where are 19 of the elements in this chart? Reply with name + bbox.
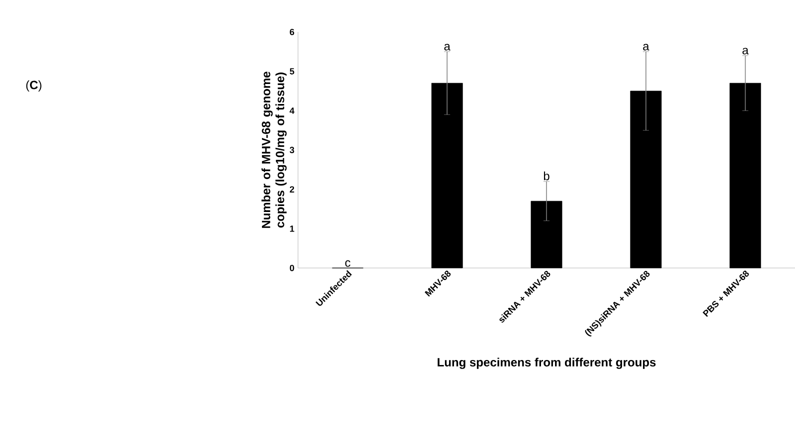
bar [431, 82, 463, 268]
y-tick-label: 2 [290, 186, 294, 192]
bar [730, 82, 762, 268]
y-tick-label: 1 [290, 226, 294, 232]
y-tick-label: 4 [290, 108, 294, 114]
y-tick-label: 5 [290, 68, 294, 74]
y-tick-label: 0 [290, 264, 294, 272]
bar [530, 200, 562, 268]
annotation: a [742, 48, 749, 54]
bar [630, 90, 662, 268]
y-axis-title: Number of MHV-68 genome copies (log10/mg of tissue) [262, 72, 287, 228]
y-tick-label: 3 [290, 146, 294, 154]
annotation: c [345, 260, 350, 267]
y-tick-label: 6 [290, 28, 294, 36]
text: (C) [26, 80, 42, 92]
x-axis-title: Lung specimens from different groups [438, 358, 656, 369]
annotation: a [643, 44, 650, 50]
annotation: a [444, 44, 450, 50]
annotation: b [544, 171, 550, 180]
